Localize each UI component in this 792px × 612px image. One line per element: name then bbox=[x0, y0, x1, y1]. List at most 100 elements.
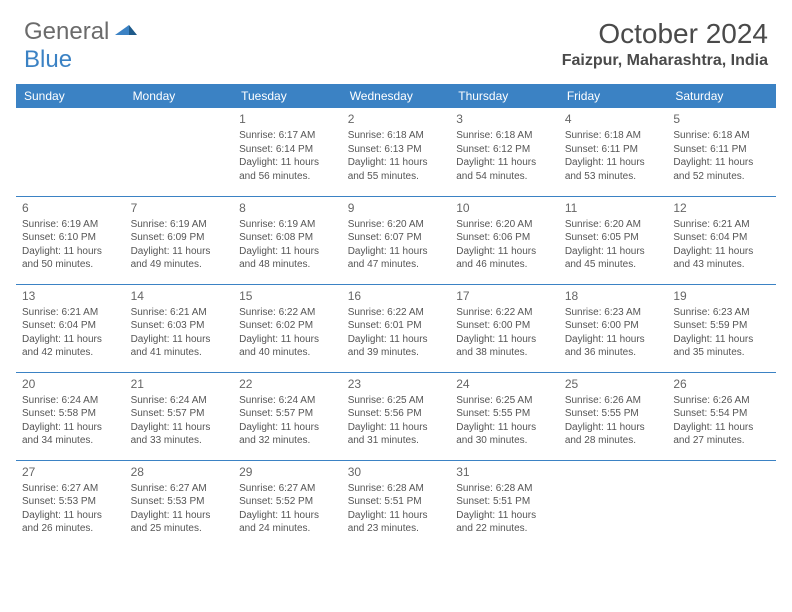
sunrise-text: Sunrise: 6:24 AM bbox=[22, 394, 119, 408]
calendar-body: 1 Sunrise: 6:17 AMSunset: 6:14 PM Daylight… bbox=[16, 108, 776, 548]
day-number: 6 bbox=[22, 200, 119, 216]
sunset-text: Sunset: 5:51 PM bbox=[348, 495, 445, 509]
calendar-day: 4Sunrise: 6:18 AMSunset: 6:11 PMDaylight… bbox=[559, 108, 668, 196]
sunset-text: Sunset: 5:54 PM bbox=[673, 407, 770, 421]
sunrise-text: Sunrise: 6:21 AM bbox=[673, 218, 770, 232]
calendar-week: 20Sunrise: 6:24 AMSunset: 5:58 PMDayligh… bbox=[16, 372, 776, 460]
calendar-day: 2Sunrise: 6:18 AMSunset: 6:13 PMDaylight… bbox=[342, 108, 451, 196]
sunset-text: Sunset: 5:51 PM bbox=[456, 495, 553, 509]
sunrise-text: Sunrise: 6:28 AM bbox=[348, 482, 445, 496]
sunrise-text: Sunrise: 6:25 AM bbox=[456, 394, 553, 408]
calendar-day: 17Sunrise: 6:22 AMSunset: 6:00 PMDayligh… bbox=[450, 284, 559, 372]
sunrise-text: Sunrise: 6:24 AM bbox=[239, 394, 336, 408]
sunset-text: Sunset: 6:13 PM bbox=[348, 143, 445, 157]
day-number: 8 bbox=[239, 200, 336, 216]
daylight-text: Daylight: 11 hours and 32 minutes. bbox=[239, 421, 336, 448]
calendar-day-empty bbox=[559, 460, 668, 548]
calendar-day: 10 Sunrise: 6:20 AMSunset: 6:06 PMDayligh… bbox=[450, 196, 559, 284]
day-number: 30 bbox=[348, 464, 445, 480]
daylight-text: Daylight: 11 hours and 25 minutes. bbox=[131, 509, 228, 536]
calendar-day: 27Sunrise: 6:27 AMSunset: 5:53 PMDayligh… bbox=[16, 460, 125, 548]
sunrise-text: Sunrise: 6:20 AM bbox=[348, 218, 445, 232]
calendar-day: 12Sunrise: 6:21 AMSunset: 6:04 PMDayligh… bbox=[667, 196, 776, 284]
daylight-text: Daylight: 11 hours and 34 minutes. bbox=[22, 421, 119, 448]
calendar-day: 16Sunrise: 6:22 AMSunset: 6:01 PMDayligh… bbox=[342, 284, 451, 372]
sunset-text: Sunset: 6:03 PM bbox=[131, 319, 228, 333]
calendar-table: SundayMondayTuesdayWednesdayThursdayFrid… bbox=[16, 84, 776, 548]
brand-part1: General bbox=[24, 18, 109, 46]
calendar-day: 3Sunrise: 6:18 AMSunset: 6:12 PMDaylight… bbox=[450, 108, 559, 196]
day-number: 14 bbox=[131, 288, 228, 304]
daylight-text: Daylight: 11 hours and 42 minutes. bbox=[22, 333, 119, 360]
sunset-text: Sunset: 6:05 PM bbox=[565, 231, 662, 245]
daylight-text: Daylight: 11 hours and 45 minutes. bbox=[565, 245, 662, 272]
day-number: 18 bbox=[565, 288, 662, 304]
sunset-text: Sunset: 5:57 PM bbox=[131, 407, 228, 421]
day-number: 15 bbox=[239, 288, 336, 304]
sunrise-text: Sunrise: 6:23 AM bbox=[565, 306, 662, 320]
day-number: 1 bbox=[239, 111, 336, 127]
day-number: 9 bbox=[348, 200, 445, 216]
calendar-week: 13Sunrise: 6:21 AMSunset: 6:04 PMDayligh… bbox=[16, 284, 776, 372]
sunrise-text: Sunrise: 6:21 AM bbox=[131, 306, 228, 320]
day-number: 23 bbox=[348, 376, 445, 392]
calendar-day: 15Sunrise: 6:22 AMSunset: 6:02 PMDayligh… bbox=[233, 284, 342, 372]
calendar-day: 6Sunrise: 6:19 AMSunset: 6:10 PMDaylight… bbox=[16, 196, 125, 284]
day-number: 22 bbox=[239, 376, 336, 392]
sunset-text: Sunset: 6:11 PM bbox=[565, 143, 662, 157]
sunset-text: Sunset: 6:01 PM bbox=[348, 319, 445, 333]
sunrise-text: Sunrise: 6:24 AM bbox=[131, 394, 228, 408]
day-number: 31 bbox=[456, 464, 553, 480]
daylight-text: Daylight: 11 hours and 22 minutes. bbox=[456, 509, 553, 536]
weekday-header: Sunday bbox=[16, 84, 125, 108]
sunrise-text: Sunrise: 6:25 AM bbox=[348, 394, 445, 408]
daylight-text: Daylight: 11 hours and 24 minutes. bbox=[239, 509, 336, 536]
day-number: 19 bbox=[673, 288, 770, 304]
calendar-day: 1Sunrise: 6:17 AMSunset: 6:14 PMDaylight… bbox=[233, 108, 342, 196]
sunrise-text: Sunrise: 6:21 AM bbox=[22, 306, 119, 320]
daylight-text: Daylight: 11 hours and 28 minutes. bbox=[565, 421, 662, 448]
daylight-text: Daylight: 11 hours and 46 minutes. bbox=[456, 245, 553, 272]
daylight-text: Daylight: 11 hours and 41 minutes. bbox=[131, 333, 228, 360]
day-number: 27 bbox=[22, 464, 119, 480]
weekday-header: Tuesday bbox=[233, 84, 342, 108]
sunrise-text: Sunrise: 6:18 AM bbox=[456, 129, 553, 143]
day-number: 17 bbox=[456, 288, 553, 304]
sunset-text: Sunset: 6:04 PM bbox=[673, 231, 770, 245]
day-number: 7 bbox=[131, 200, 228, 216]
calendar-day: 11Sunrise: 6:20 AMSunset: 6:05 PMDayligh… bbox=[559, 196, 668, 284]
sunrise-text: Sunrise: 6:17 AM bbox=[239, 129, 336, 143]
sunrise-text: Sunrise: 6:27 AM bbox=[131, 482, 228, 496]
sunrise-text: Sunrise: 6:20 AM bbox=[456, 218, 553, 232]
title-block: October 2024 Faizpur, Maharashtra, India bbox=[562, 18, 768, 70]
sunset-text: Sunset: 5:53 PM bbox=[131, 495, 228, 509]
sunset-text: Sunset: 6:07 PM bbox=[348, 231, 445, 245]
sunset-text: Sunset: 6:06 PM bbox=[456, 231, 553, 245]
sunset-text: Sunset: 5:53 PM bbox=[22, 495, 119, 509]
sunset-text: Sunset: 5:55 PM bbox=[565, 407, 662, 421]
daylight-text: Daylight: 11 hours and 48 minutes. bbox=[239, 245, 336, 272]
sunrise-text: Sunrise: 6:19 AM bbox=[131, 218, 228, 232]
day-number: 10 bbox=[456, 200, 553, 216]
calendar-day: 8Sunrise: 6:19 AMSunset: 6:08 PMDaylight… bbox=[233, 196, 342, 284]
day-number: 5 bbox=[673, 111, 770, 127]
calendar-day-empty bbox=[125, 108, 234, 196]
sunset-text: Sunset: 6:14 PM bbox=[239, 143, 336, 157]
month-title: October 2024 bbox=[562, 18, 768, 50]
sunset-text: Sunset: 6:00 PM bbox=[456, 319, 553, 333]
calendar-day: 29Sunrise: 6:27 AMSunset: 5:52 PMDayligh… bbox=[233, 460, 342, 548]
calendar-day: 26Sunrise: 6:26 AMSunset: 5:54 PMDayligh… bbox=[667, 372, 776, 460]
calendar-day: 31Sunrise: 6:28 AMSunset: 5:51 PMDayligh… bbox=[450, 460, 559, 548]
calendar-day: 28Sunrise: 6:27 AMSunset: 5:53 PMDayligh… bbox=[125, 460, 234, 548]
day-number: 21 bbox=[131, 376, 228, 392]
sunrise-text: Sunrise: 6:18 AM bbox=[673, 129, 770, 143]
day-number: 4 bbox=[565, 111, 662, 127]
calendar-head: SundayMondayTuesdayWednesdayThursdayFrid… bbox=[16, 84, 776, 108]
daylight-text: Daylight: 11 hours and 26 minutes. bbox=[22, 509, 119, 536]
day-number: 24 bbox=[456, 376, 553, 392]
daylight-text: Daylight: 11 hours and 33 minutes. bbox=[131, 421, 228, 448]
sunset-text: Sunset: 5:55 PM bbox=[456, 407, 553, 421]
daylight-text: Daylight: 11 hours and 55 minutes. bbox=[348, 156, 445, 183]
daylight-text: Daylight: 11 hours and 31 minutes. bbox=[348, 421, 445, 448]
sunrise-text: Sunrise: 6:26 AM bbox=[565, 394, 662, 408]
